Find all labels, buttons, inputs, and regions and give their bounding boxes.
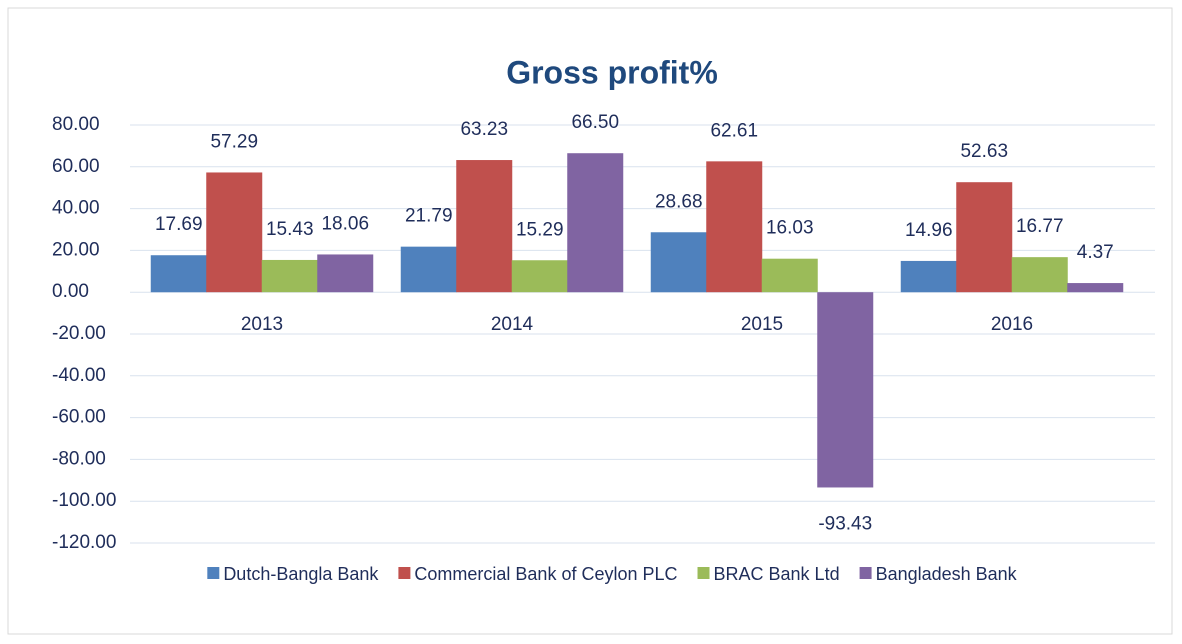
- data-label: 15.29: [516, 219, 564, 240]
- y-tick-label: -60.00: [52, 407, 106, 428]
- data-label: 16.77: [1016, 216, 1064, 237]
- data-label: -93.43: [818, 513, 872, 534]
- bar: [400, 246, 457, 293]
- legend-label: Commercial Bank of Ceylon PLC: [414, 564, 677, 584]
- legend-label: Bangladesh Bank: [876, 564, 1018, 584]
- data-label: 15.43: [266, 219, 314, 240]
- bar: [900, 260, 957, 293]
- bar: [567, 153, 624, 293]
- legend-label: Dutch-Bangla Bank: [223, 564, 379, 584]
- x-tick-label: 2013: [241, 314, 283, 335]
- bar: [817, 292, 874, 488]
- x-tick-label: 2015: [741, 314, 783, 335]
- y-tick-label: -20.00: [52, 323, 106, 344]
- bar: [706, 161, 763, 293]
- chart-title: Gross profit%: [506, 54, 718, 90]
- bar: [1067, 283, 1124, 293]
- bar: [206, 172, 263, 293]
- bar: [761, 258, 818, 293]
- data-label: 14.96: [905, 220, 953, 241]
- bar: [956, 182, 1013, 293]
- y-tick-label: 80.00: [52, 114, 100, 135]
- legend-label: BRAC Bank Ltd: [714, 564, 840, 584]
- data-label: 62.61: [710, 120, 758, 141]
- bar: [456, 160, 513, 293]
- bar: [650, 232, 707, 293]
- legend-swatch: [697, 567, 710, 579]
- y-tick-label: 20.00: [52, 239, 100, 260]
- data-label: 52.63: [960, 141, 1008, 162]
- data-label: 21.79: [405, 206, 453, 227]
- data-label: 16.03: [766, 218, 814, 239]
- bar: [317, 254, 374, 293]
- y-tick-label: -100.00: [52, 490, 116, 511]
- y-tick-label: -120.00: [52, 532, 116, 553]
- data-label: 18.06: [321, 213, 369, 234]
- bar: [511, 260, 568, 293]
- bar: [261, 259, 318, 293]
- y-tick-label: -40.00: [52, 365, 106, 386]
- data-label: 4.37: [1077, 242, 1114, 263]
- legend-swatch: [398, 567, 411, 579]
- y-tick-label: 40.00: [52, 198, 100, 219]
- bar: [150, 255, 207, 293]
- y-tick-label: -80.00: [52, 448, 106, 469]
- x-tick-label: 2014: [491, 314, 534, 335]
- data-label: 63.23: [460, 119, 508, 140]
- x-tick-label: 2016: [991, 314, 1033, 335]
- y-tick-label: 0.00: [52, 281, 89, 302]
- y-tick-label: 60.00: [52, 156, 100, 177]
- chart-border: [7, 7, 1173, 635]
- data-label: 57.29: [210, 131, 258, 152]
- legend-swatch: [207, 567, 220, 579]
- data-label: 66.50: [571, 112, 619, 133]
- legend-swatch: [859, 567, 872, 579]
- data-label: 17.69: [155, 214, 203, 235]
- data-label: 28.68: [655, 191, 703, 212]
- bar: [1011, 257, 1068, 293]
